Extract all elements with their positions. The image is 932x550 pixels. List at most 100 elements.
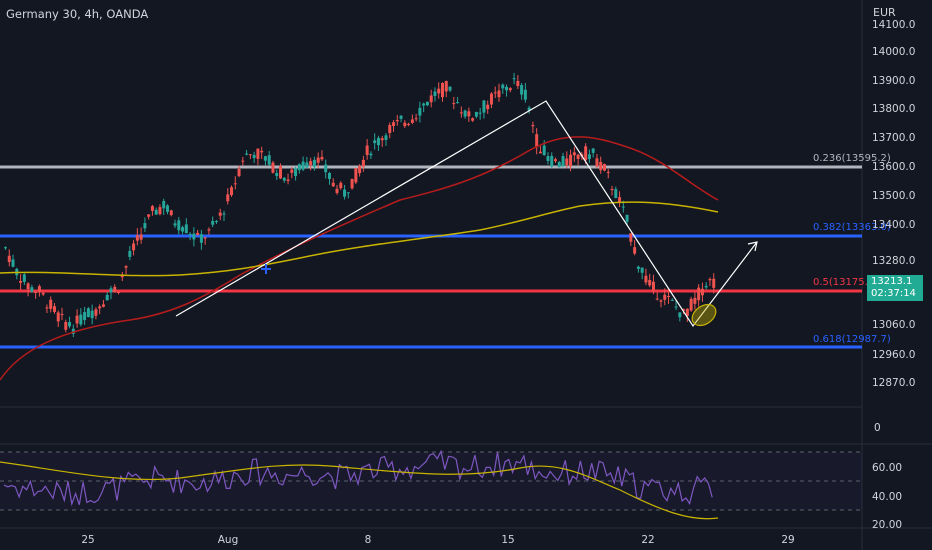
candle-body (86, 308, 90, 318)
candle-body (222, 213, 226, 215)
candle-body (279, 165, 283, 179)
candle-body (407, 123, 411, 125)
rsi-axis[interactable]: 0 60.00 40.00 20.00 (872, 422, 902, 531)
candle-body (565, 158, 569, 166)
zigzag-line[interactable] (175, 100, 758, 328)
time-tick-label: 8 (365, 534, 372, 546)
candle-body (52, 306, 56, 312)
candle-body (395, 120, 399, 122)
price-tick-label: 13280.0 (872, 255, 915, 267)
candle-body (591, 148, 595, 153)
candle-body (456, 102, 460, 104)
candle-body (365, 145, 369, 155)
candle-body (437, 88, 441, 94)
candle-body (678, 312, 682, 318)
candle-body (625, 214, 629, 222)
arrow-head (747, 241, 758, 252)
candle-body (682, 309, 686, 311)
candle-body (45, 307, 49, 309)
candle-body (459, 112, 463, 114)
candle-body (602, 164, 606, 171)
candle-body (685, 308, 689, 316)
candle-body (636, 266, 640, 269)
candle-body (444, 80, 448, 92)
candle-body (599, 161, 603, 171)
time-tick-label: Aug (218, 534, 239, 546)
candle-body (7, 255, 11, 263)
candle-body (143, 223, 147, 229)
candle-body (214, 220, 218, 222)
candle-body (83, 312, 87, 321)
price-tick-label: 13700.0 (872, 132, 915, 144)
candle-body (165, 205, 169, 212)
candle-body (154, 209, 158, 215)
rsi-ma-line (0, 461, 719, 520)
candle-body (343, 189, 347, 197)
candle-body (139, 234, 143, 240)
candle-body (414, 118, 418, 120)
time-tick-label: 25 (81, 534, 94, 546)
candle-body (147, 214, 151, 217)
candle-body (64, 322, 68, 330)
candle-body (618, 197, 622, 203)
candle-body (425, 101, 429, 106)
candle-body (700, 288, 704, 296)
highlight-ellipse[interactable] (688, 300, 720, 330)
candle-body (109, 288, 113, 293)
candle-body (557, 161, 561, 168)
candle-body (192, 233, 196, 240)
rsi-tick-label: 40.00 (872, 491, 902, 503)
candle-body (320, 156, 324, 160)
candle-body (550, 155, 554, 167)
candle-body (237, 168, 241, 177)
candle-body (708, 279, 712, 281)
candle-body (169, 210, 173, 216)
price-tick-label: 13060.0 (872, 319, 915, 331)
candle-body (354, 168, 358, 183)
candle-body (463, 110, 467, 117)
candle-body (101, 304, 105, 307)
price-tick-label: 13600.0 (872, 161, 915, 173)
candle-body (403, 122, 407, 127)
candle-body (501, 84, 505, 89)
candle-body (629, 233, 633, 242)
candle-body (538, 151, 542, 154)
candle-body (49, 299, 53, 309)
candle-body (697, 287, 701, 301)
candle-body (651, 281, 655, 290)
candle-body (56, 312, 60, 322)
candle-body (188, 233, 192, 235)
candle-body (621, 206, 625, 208)
candle-body (516, 80, 520, 87)
candle-body (309, 161, 313, 166)
candle-body (207, 229, 211, 231)
candle-body (399, 115, 403, 119)
ma-slow-line (0, 201, 719, 277)
price-tick-label: 13400.0 (872, 219, 915, 231)
candle-body (196, 232, 200, 235)
candle-body (230, 187, 234, 196)
candle-body (4, 247, 7, 249)
candle-body (380, 138, 384, 141)
candle-body (30, 287, 34, 292)
candle-body (689, 298, 693, 311)
candle-body (79, 314, 83, 325)
candle-body (218, 212, 222, 216)
current-price-badge: 13213.1 02:37:14 (867, 275, 923, 301)
candle-body (173, 223, 177, 226)
candle-body (350, 178, 354, 189)
time-tick-label: 22 (641, 534, 654, 546)
candle-body (22, 274, 26, 282)
time-axis[interactable]: 25 Aug 8 15 22 29 (81, 534, 794, 546)
candle-body (11, 259, 15, 267)
candle-body (94, 309, 98, 316)
candle-body (493, 92, 497, 94)
candle-body (128, 250, 132, 257)
candle-body (392, 122, 396, 126)
candle-body (177, 220, 181, 231)
candle-body (267, 155, 271, 165)
candle-body (282, 177, 286, 181)
price-tick-label: 12960.0 (872, 349, 915, 361)
candle-body (346, 192, 350, 194)
